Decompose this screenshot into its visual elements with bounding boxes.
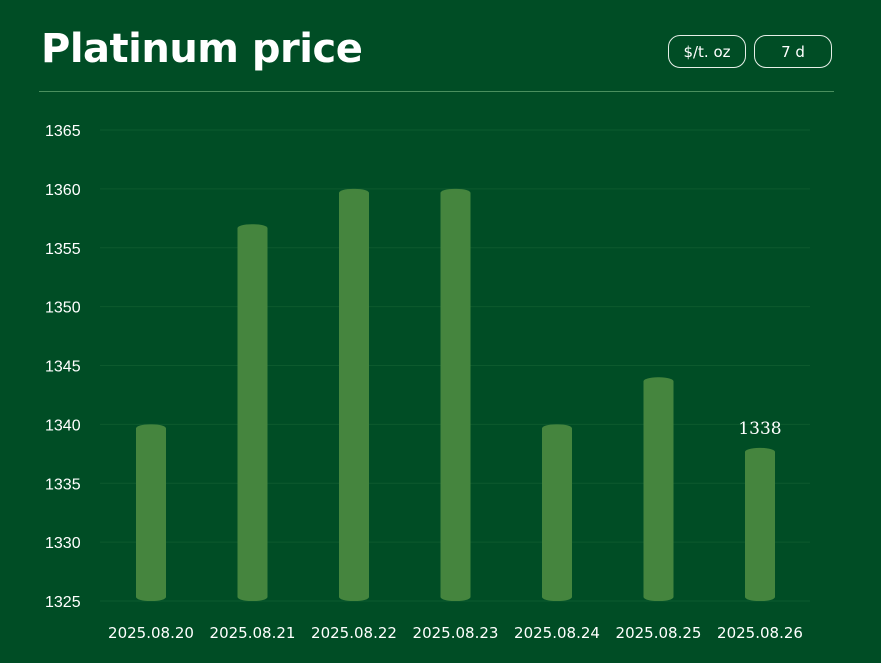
bars	[136, 188, 775, 601]
y-tick-label: 1355	[45, 241, 81, 258]
data-label: 1338	[738, 419, 781, 439]
x-tick-label: 2025.08.25	[616, 624, 702, 642]
x-tick-label: 2025.08.21	[210, 624, 296, 642]
bar[interactable]	[440, 188, 471, 601]
bar[interactable]	[339, 188, 369, 601]
x-axis-ticks: 2025.08.20 2025.08.21 2025.08.22 2025.08.23…	[108, 624, 803, 642]
header-divider	[39, 91, 834, 92]
bar[interactable]	[237, 224, 268, 601]
y-tick-label: 1330	[45, 535, 81, 552]
y-tick-label: 1340	[45, 417, 81, 434]
y-tick-label: 1350	[45, 300, 81, 317]
y-tick-label: 1360	[45, 182, 81, 199]
bar[interactable]	[136, 424, 166, 601]
x-tick-label: 2025.08.20	[108, 624, 194, 642]
y-tick-label: 1365	[45, 123, 81, 140]
bar[interactable]	[542, 424, 572, 601]
page-title: Platinum price	[41, 26, 363, 72]
x-tick-label: 2025.08.23	[413, 624, 499, 642]
time-range-button[interactable]: 7 d	[754, 35, 832, 68]
y-tick-label: 1345	[45, 359, 81, 376]
bar[interactable]	[745, 447, 775, 601]
data-labels: 1338	[738, 419, 781, 439]
x-tick-label: 2025.08.22	[311, 624, 397, 642]
bar[interactable]	[643, 377, 674, 601]
x-tick-label: 2025.08.26	[717, 624, 803, 642]
unit-selector-button[interactable]: $/t. oz	[668, 35, 746, 68]
y-axis-ticks: 1325 1330 1335 1340 1345 1350 1355 1360 1365	[45, 123, 81, 611]
x-tick-label: 2025.08.24	[514, 624, 600, 642]
y-tick-label: 1335	[45, 476, 81, 493]
y-tick-label: 1325	[45, 594, 81, 611]
